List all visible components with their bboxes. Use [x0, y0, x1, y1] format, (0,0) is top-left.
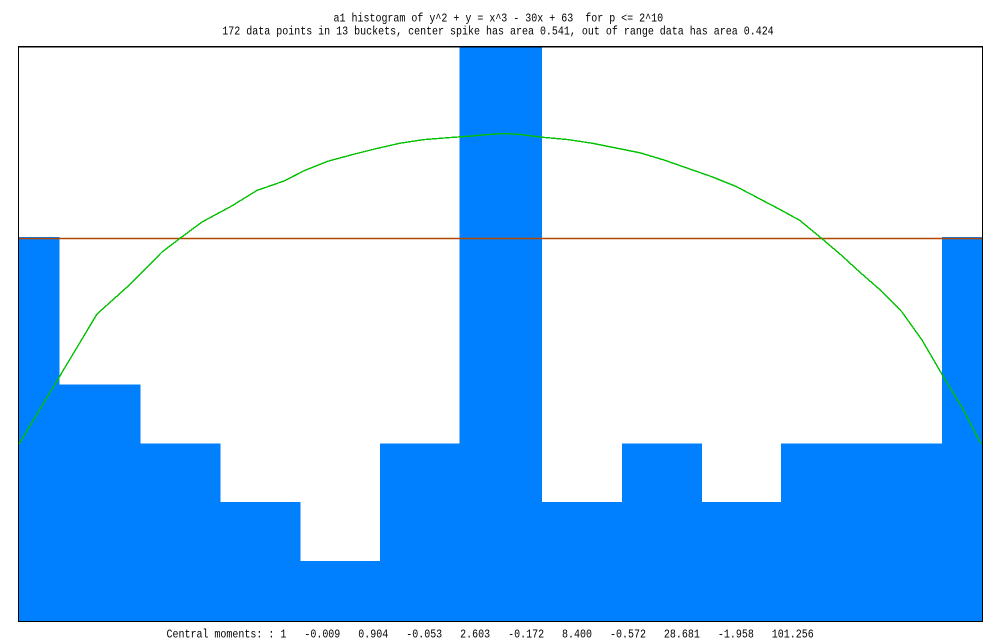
svg-text:a1 histogram of y^2 + y = x^3: a1 histogram of y^2 + y = x^3 - 30x + 63…	[334, 13, 664, 26]
svg-text:Central moments: : 1 -0.009: Central moments: : 1 -0.009 0.904 -0.053…	[167, 629, 814, 640]
svg-text:172 data points in 13 buckets,: 172 data points in 13 buckets, center sp…	[222, 26, 774, 39]
